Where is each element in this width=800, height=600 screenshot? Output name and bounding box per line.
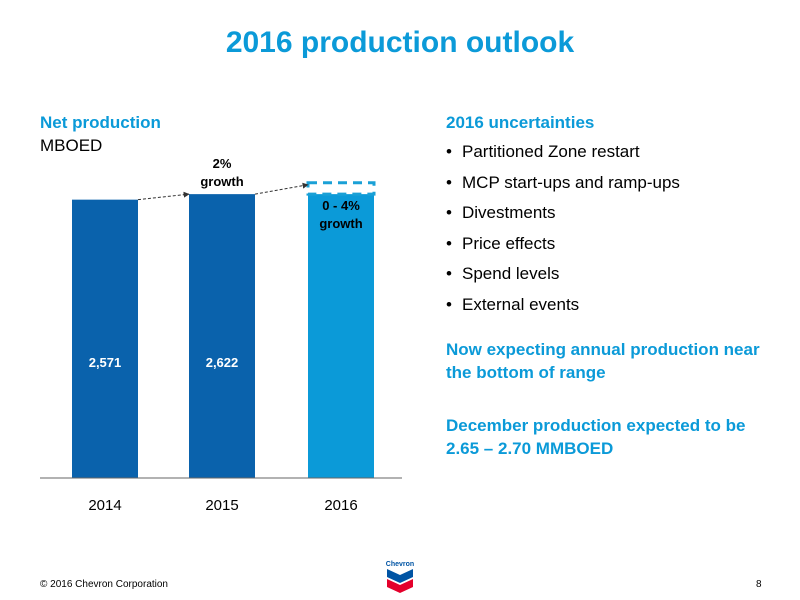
data-label: 2,622	[206, 355, 239, 370]
bullet-icon: •	[446, 233, 452, 253]
uncertainties-heading: 2016 uncertainties	[446, 113, 595, 132]
list-item-label: Divestments	[462, 203, 556, 222]
bar-2015	[189, 194, 255, 479]
uncertainty-range-box	[306, 181, 376, 196]
bar-2014	[72, 199, 138, 478]
list-item-label: Partitioned Zone restart	[462, 142, 640, 161]
list-item: • MCP start-ups and ramp-ups	[446, 172, 786, 203]
list-item: • External events	[446, 294, 786, 325]
chart-title: Net production	[40, 113, 161, 132]
list-item: • Spend levels	[446, 263, 786, 294]
chevron-logo: Chevron	[386, 561, 414, 593]
growth-arrow	[254, 182, 309, 195]
list-item-label: Price effects	[462, 233, 556, 253]
december-production-note: December production expected to be 2.65 …	[446, 416, 746, 458]
logo-chevron-top	[387, 569, 413, 583]
page-number: 8	[756, 579, 762, 590]
growth-arrow	[137, 191, 190, 201]
growth-label: 2%	[213, 156, 232, 171]
copyright-footer: © 2016 Chevron Corporation	[40, 579, 168, 590]
growth-label: growth	[319, 216, 362, 231]
logo-chevron-bottom	[387, 579, 413, 593]
growth-label: 0 - 4%	[322, 198, 360, 213]
page-title: 2016 production outlook	[225, 26, 575, 59]
bullet-icon: •	[446, 264, 452, 283]
bullet-icon: •	[446, 294, 452, 314]
uncertainties-panel: 2016 uncertainties • Partitioned Zone res…	[446, 113, 786, 460]
list-item: • Price effects	[446, 233, 786, 264]
data-label: 2,571	[89, 355, 122, 370]
list-item-label: MCP start-ups and ramp-ups	[462, 172, 680, 192]
logo-wordmark: Chevron	[386, 561, 414, 568]
bullet-icon: •	[446, 172, 452, 192]
list-item-label: Spend levels	[462, 264, 560, 283]
bar-2016	[308, 194, 374, 479]
list-item: • Divestments	[446, 202, 786, 233]
growth-label: growth	[200, 174, 243, 189]
x-tick-label: 2015	[205, 497, 238, 514]
bullet-icon: •	[446, 142, 452, 161]
x-tick-label: 2014	[88, 497, 121, 514]
x-tick-label: 2016	[324, 497, 357, 514]
annual-production-note: Now expecting annual production near the…	[446, 340, 760, 382]
list-item-label: External events	[462, 294, 580, 314]
uncertainties-list: • Partitioned Zone restart • MCP start-ups…	[446, 141, 786, 324]
list-item: • Partitioned Zone restart	[446, 141, 786, 172]
bullet-icon: •	[446, 203, 452, 222]
chart-unit: MBOED	[40, 136, 103, 155]
